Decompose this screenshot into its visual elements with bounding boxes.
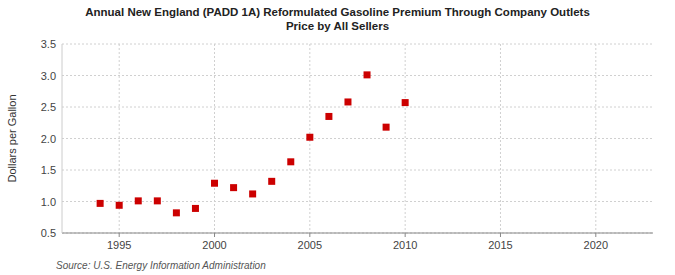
point — [211, 180, 218, 187]
point — [192, 205, 199, 212]
x-tick — [405, 233, 406, 237]
x-tick-label: 2015 — [488, 239, 512, 251]
y-grid-line — [62, 107, 653, 108]
y-tick-label: 1.0 — [41, 196, 56, 208]
x-grid-line — [214, 44, 215, 233]
y-tick-label: 2.5 — [41, 101, 56, 113]
y-grid-line — [62, 170, 653, 171]
x-grid-line — [500, 44, 501, 233]
x-tick — [214, 233, 215, 237]
axes: 0.5 1.0 1.5 2.0 2.5 3.0 3.5 1995 2000 2005 2010 201… — [41, 38, 653, 251]
x-tick-label: 2020 — [584, 239, 608, 251]
y-tick-label: 3.5 — [41, 38, 56, 50]
source: Source: U.S. Energy Information Administ… — [56, 260, 266, 271]
y-tick-label: 1.5 — [41, 164, 56, 176]
point — [364, 71, 371, 78]
x-grid-line — [595, 44, 596, 233]
x-grid-line — [405, 44, 406, 233]
y-axis-label: Dollars per Gallon — [6, 94, 18, 182]
point — [344, 98, 351, 105]
point — [306, 134, 313, 141]
x-tick-label: 2005 — [298, 239, 322, 251]
x-tick — [119, 233, 120, 237]
y-grid-line — [62, 75, 653, 76]
x-tick-label: 1995 — [107, 239, 131, 251]
x-tick — [309, 233, 310, 237]
point — [268, 178, 275, 185]
point — [325, 113, 332, 120]
y-tick-label: 3.0 — [41, 70, 56, 82]
point — [249, 190, 256, 197]
point — [173, 209, 180, 216]
x-axis-line — [62, 233, 653, 234]
point — [383, 124, 390, 131]
title-line: Annual New England (PADD 1A) Reformulate… — [85, 6, 590, 18]
title: Annual New England (PADD 1A) Reformulate… — [85, 6, 590, 32]
point — [230, 184, 237, 191]
title-line: Price by All Sellers — [286, 20, 389, 32]
point — [287, 158, 294, 165]
x-tick-label: 2010 — [393, 239, 417, 251]
chart: Annual New England (PADD 1A) Reformulate… — [0, 0, 675, 275]
y-grid-line — [62, 201, 653, 202]
point — [97, 200, 104, 207]
point — [154, 197, 161, 204]
point — [135, 197, 142, 204]
y-axis-line — [62, 44, 63, 233]
point — [402, 99, 409, 106]
y-grid-line — [62, 138, 653, 139]
x-tick — [595, 233, 596, 237]
x-tick — [500, 233, 501, 237]
y-tick-label: 2.0 — [41, 133, 56, 145]
point — [116, 202, 123, 209]
y-tick-label: 0.5 — [41, 227, 56, 239]
y-grid-line — [62, 233, 653, 234]
x-tick-label: 2000 — [202, 239, 226, 251]
points — [97, 71, 409, 216]
grid — [62, 44, 653, 233]
y-grid-line — [62, 44, 653, 45]
